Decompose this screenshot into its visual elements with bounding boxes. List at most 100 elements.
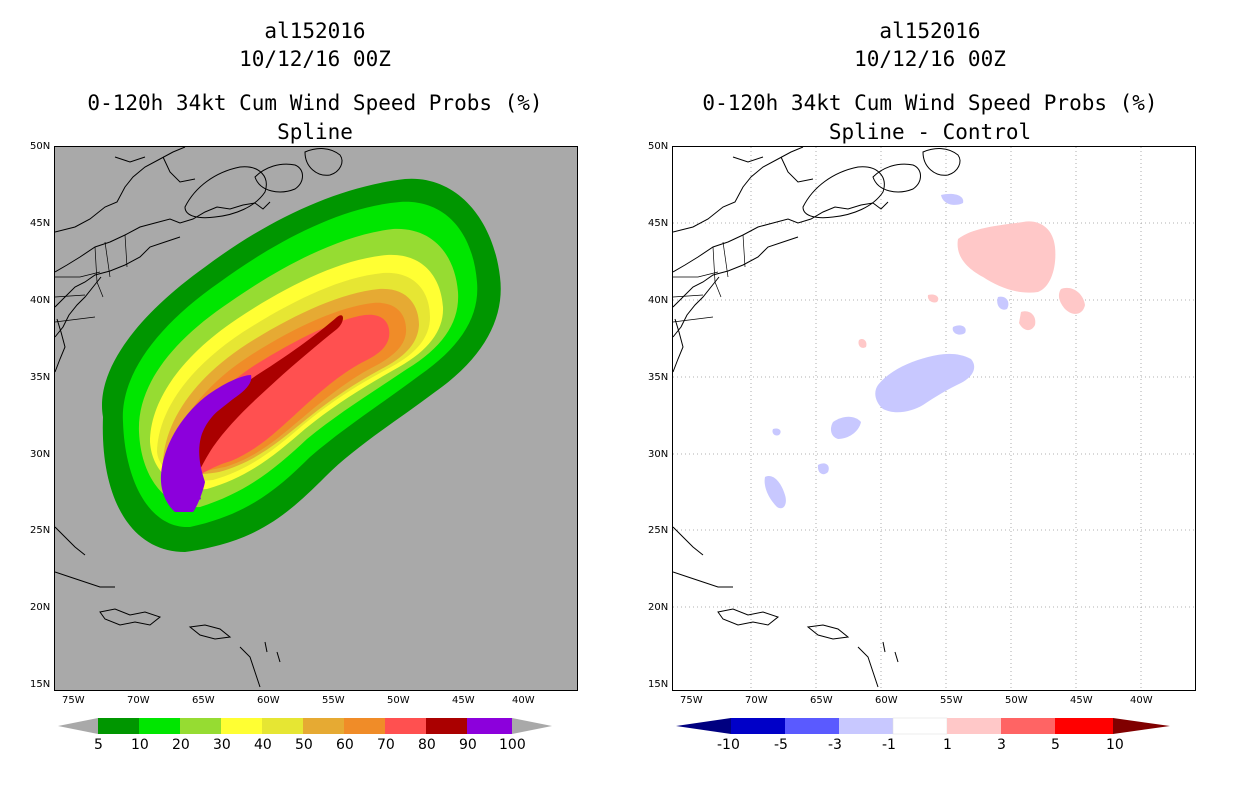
negative-diff-region [830,416,861,439]
left-colorbar-label: 10 [131,737,149,753]
left-colorbar-label: 60 [336,737,354,753]
left-colorbar-swatch [303,718,344,734]
right-colorbar-label: 3 [997,737,1006,753]
right-colorbar-swatch [892,717,948,735]
negative-diff-region [764,476,786,509]
right-state-borders [673,234,746,323]
right-colorbar-label: 10 [1106,737,1124,753]
right-lat-label: 30N [648,449,669,460]
left-coastlines [55,147,343,688]
left-colorbar-high-arrow [512,718,552,734]
right-colorbar-swatch [839,718,893,734]
left-colorbar-swatch [385,718,426,734]
right-lon-label: 55W [940,695,963,706]
right-lon-label: 70W [745,695,768,706]
left-lon-label: 65W [192,695,215,706]
left-state-borders [55,234,128,323]
left-colorbar-label: 5 [94,737,103,753]
positive-diff-region [927,294,939,303]
left-colorbar-label: 100 [499,737,526,753]
left-colorbar-label: 50 [295,737,313,753]
left-lat-label: 30N [30,449,51,460]
left-colorbar-low-arrow [58,718,98,734]
right-colorbar-label: 1 [943,737,952,753]
right-lat-label: 40N [648,295,669,306]
right-storm-id: al152016 [879,19,981,43]
left-product-title: 0-120h 34kt Cum Wind Speed Probs (%) [87,91,543,115]
right-lat-label: 20N [648,602,669,613]
right-subtitle: Spline - Control [828,120,1032,144]
negative-diff-region [997,296,1009,310]
positive-diff-region [1019,311,1036,331]
negative-diff-region [952,325,966,335]
right-colorbar-label: -5 [774,737,788,753]
right-map-svg [673,147,1195,690]
right-lat-label: 25N [648,525,669,536]
left-storm-id: al152016 [264,19,366,43]
right-gridlines [673,147,1195,690]
left-lat-label: 25N [30,525,51,536]
left-colorbar-label: 30 [213,737,231,753]
left-colorbar-swatch [180,718,221,734]
right-lon-label: 40W [1130,695,1153,706]
right-map [672,146,1196,691]
left-colorbar-swatch [426,718,467,734]
right-colorbar-swatch [731,718,785,734]
negative-diff-region [941,193,964,205]
right-date: 10/12/16 00Z [854,47,1006,71]
right-colorbar-label: -3 [828,737,842,753]
prob-contour-70 [171,314,390,487]
left-map-svg [55,147,501,688]
right-colorbar-low-arrow [676,718,731,734]
left-subtitle: Spline [277,120,353,144]
left-colorbar-swatch [221,718,262,734]
right-colorbar-label: -10 [717,737,740,753]
right-product-title: 0-120h 34kt Cum Wind Speed Probs (%) [702,91,1158,115]
right-negative-diff [764,193,1009,509]
right-colorbar-label: -1 [882,737,896,753]
right-lat-label: 15N [648,679,669,690]
right-coastlines [673,147,961,688]
left-colorbar-label: 20 [172,737,190,753]
right-colorbar-high-arrow [1113,718,1170,734]
left-colorbar-swatch [467,718,512,734]
right-lon-label: 60W [875,695,898,706]
left-colorbar-swatch [344,718,385,734]
right-colorbar-swatch [785,718,839,734]
left-colorbar-label: 70 [377,737,395,753]
right-colorbar-label: 5 [1051,737,1060,753]
right-colorbar-swatch [1055,718,1113,734]
left-colorbar-swatch [139,718,180,734]
left-lon-label: 55W [322,695,345,706]
left-lat-label: 40N [30,295,51,306]
left-lat-label: 35N [30,372,51,383]
left-colorbar-swatch [98,718,139,734]
left-colorbar-label: 40 [254,737,272,753]
right-lon-label: 75W [680,695,703,706]
left-lon-label: 60W [257,695,280,706]
right-lon-label: 45W [1070,695,1093,706]
right-lon-label: 65W [810,695,833,706]
negative-diff-region [772,428,781,436]
left-lat-label: 45N [30,218,51,229]
left-colorbar-label: 90 [459,737,477,753]
positive-diff-region [957,221,1056,293]
right-lon-label: 50W [1005,695,1028,706]
left-lon-label: 45W [452,695,475,706]
right-lat-label: 50N [648,141,669,152]
positive-diff-region [858,338,867,348]
left-colorbar-swatch [262,718,303,734]
left-lon-label: 70W [127,695,150,706]
right-lat-label: 45N [648,218,669,229]
left-lat-label: 50N [30,141,51,152]
left-lon-label: 40W [512,695,535,706]
prob-contour-100 [162,388,243,509]
left-lon-label: 75W [62,695,85,706]
right-positive-diff [858,221,1085,348]
left-lon-label: 50W [387,695,410,706]
positive-diff-region [1058,287,1085,314]
negative-diff-region [817,463,829,475]
left-date: 10/12/16 00Z [239,47,391,71]
left-colorbar-label: 80 [418,737,436,753]
left-lat-label: 15N [30,679,51,690]
